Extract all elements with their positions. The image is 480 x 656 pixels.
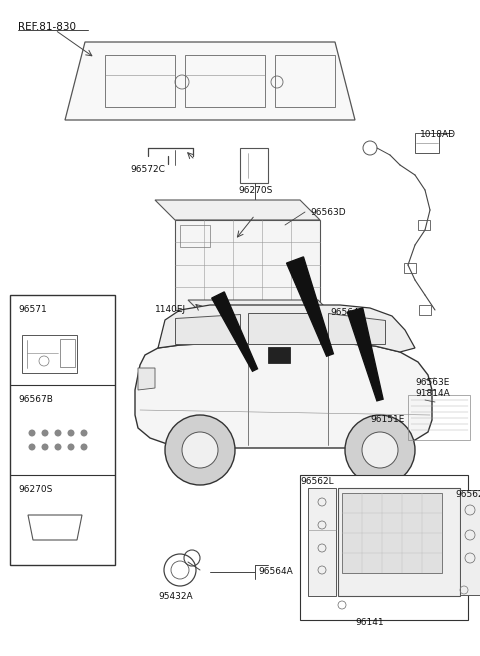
- Text: 96562R: 96562R: [455, 490, 480, 499]
- Bar: [185, 55, 265, 107]
- Polygon shape: [65, 42, 355, 120]
- Circle shape: [81, 430, 87, 436]
- Bar: [415, 133, 439, 153]
- Circle shape: [55, 443, 61, 451]
- Text: 96270S: 96270S: [18, 485, 52, 494]
- Bar: [308, 488, 336, 596]
- Polygon shape: [287, 257, 334, 356]
- Bar: [460, 490, 480, 595]
- Bar: [240, 148, 268, 183]
- Text: 96564A: 96564A: [258, 567, 293, 576]
- Bar: [419, 305, 431, 315]
- Bar: [175, 220, 320, 310]
- Circle shape: [41, 443, 48, 451]
- Bar: [300, 475, 468, 620]
- Bar: [10, 295, 115, 565]
- Polygon shape: [248, 313, 320, 344]
- Text: 96572C: 96572C: [130, 165, 165, 174]
- Text: 96571: 96571: [18, 305, 47, 314]
- Circle shape: [55, 430, 61, 436]
- Circle shape: [41, 430, 48, 436]
- Circle shape: [68, 443, 74, 451]
- Text: 95432A: 95432A: [158, 592, 192, 601]
- Bar: [338, 488, 460, 596]
- Polygon shape: [175, 314, 240, 344]
- Text: 96141: 96141: [355, 618, 384, 627]
- Circle shape: [182, 432, 218, 468]
- Bar: [404, 263, 416, 273]
- Text: 1018AD: 1018AD: [420, 130, 456, 139]
- Bar: [408, 395, 470, 440]
- Bar: [105, 55, 175, 107]
- Text: 96567B: 96567B: [18, 395, 53, 404]
- Polygon shape: [188, 300, 336, 318]
- Circle shape: [28, 430, 36, 436]
- Polygon shape: [28, 515, 82, 540]
- Text: 96564: 96564: [330, 308, 359, 317]
- Text: REF.81-830: REF.81-830: [18, 22, 76, 32]
- Text: 96151E: 96151E: [370, 415, 404, 424]
- Circle shape: [81, 443, 87, 451]
- Circle shape: [362, 432, 398, 468]
- Bar: [22, 335, 77, 373]
- Circle shape: [165, 415, 235, 485]
- Text: 91814A: 91814A: [415, 389, 450, 398]
- Bar: [206, 318, 336, 393]
- Polygon shape: [155, 200, 320, 220]
- Text: 96562L: 96562L: [300, 477, 334, 486]
- Text: 1140EJ: 1140EJ: [155, 305, 186, 314]
- Polygon shape: [212, 292, 257, 371]
- Polygon shape: [348, 308, 383, 401]
- Text: 96563E: 96563E: [415, 378, 449, 387]
- Polygon shape: [138, 368, 155, 390]
- Polygon shape: [328, 313, 385, 344]
- Circle shape: [68, 430, 74, 436]
- Bar: [268, 347, 290, 363]
- Bar: [342, 493, 442, 573]
- Polygon shape: [135, 344, 432, 448]
- Circle shape: [28, 443, 36, 451]
- Text: 96270S: 96270S: [238, 186, 272, 195]
- Ellipse shape: [29, 426, 95, 460]
- Polygon shape: [158, 305, 415, 352]
- Bar: [275, 55, 335, 107]
- Bar: [180, 225, 210, 247]
- Text: 96563D: 96563D: [310, 208, 346, 217]
- Bar: [60, 339, 75, 367]
- Circle shape: [345, 415, 415, 485]
- Bar: [418, 220, 430, 230]
